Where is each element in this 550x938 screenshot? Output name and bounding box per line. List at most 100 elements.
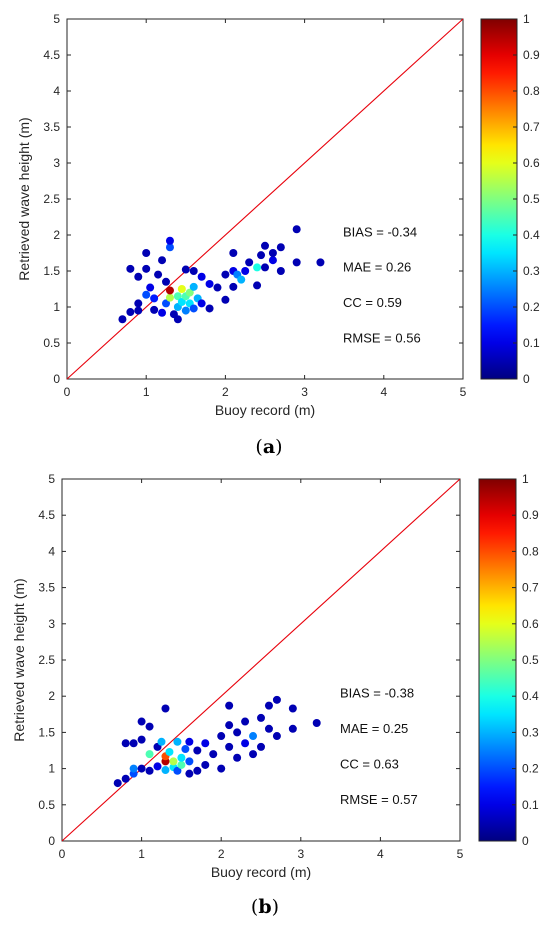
data-point bbox=[162, 277, 170, 286]
data-point bbox=[185, 769, 194, 778]
colorbar-tick-label: 0 bbox=[522, 834, 529, 848]
y-tick-label: 2.5 bbox=[43, 192, 60, 206]
data-point bbox=[165, 286, 174, 295]
data-point bbox=[153, 762, 162, 771]
colorbar-tick-label: 0.1 bbox=[523, 336, 540, 350]
x-tick-label: 3 bbox=[301, 385, 308, 399]
data-point bbox=[189, 282, 198, 291]
x-tick-label: 1 bbox=[143, 385, 150, 399]
data-point bbox=[217, 764, 226, 773]
y-tick-label: 2 bbox=[48, 689, 55, 703]
data-point bbox=[126, 308, 135, 317]
colorbar-tick-label: 0.3 bbox=[523, 264, 540, 278]
colorbar bbox=[478, 478, 517, 842]
data-point bbox=[165, 236, 174, 245]
colorbar-tick-label: 0.9 bbox=[523, 48, 540, 62]
data-point bbox=[264, 724, 273, 733]
data-point bbox=[225, 742, 234, 751]
data-point bbox=[233, 728, 242, 737]
data-point bbox=[193, 746, 202, 755]
y-tick-label: 3.5 bbox=[43, 120, 60, 134]
data-point bbox=[134, 299, 143, 308]
y-tick-label: 4 bbox=[48, 544, 55, 558]
panel-letter: a bbox=[263, 436, 275, 458]
x-axis-label: Buoy record (m) bbox=[211, 864, 311, 880]
reference-line bbox=[66, 18, 464, 380]
data-point bbox=[181, 745, 190, 754]
data-point bbox=[288, 724, 297, 733]
data-point bbox=[129, 739, 138, 748]
data-point bbox=[221, 270, 230, 279]
data-point bbox=[257, 713, 265, 722]
panel-caption: (b) bbox=[251, 896, 279, 918]
y-tick-label: 4.5 bbox=[38, 508, 55, 522]
data-point bbox=[145, 722, 154, 731]
data-point bbox=[126, 264, 135, 273]
data-point bbox=[201, 760, 210, 769]
data-point bbox=[154, 270, 163, 279]
stat-label: MAE = 0.25 bbox=[340, 721, 408, 736]
y-tick-label: 1.5 bbox=[38, 725, 55, 739]
data-point bbox=[312, 718, 321, 727]
data-point bbox=[292, 225, 301, 234]
x-tick-label: 2 bbox=[222, 385, 229, 399]
data-point bbox=[268, 256, 277, 265]
colorbar-tick-label: 1 bbox=[523, 12, 530, 26]
data-point bbox=[173, 292, 182, 301]
data-point bbox=[181, 265, 190, 274]
data-point bbox=[185, 757, 194, 766]
data-point bbox=[209, 750, 218, 759]
data-point bbox=[137, 764, 146, 773]
data-point bbox=[261, 241, 269, 250]
data-point bbox=[142, 290, 151, 299]
y-tick-label: 1 bbox=[53, 300, 60, 314]
data-point bbox=[134, 306, 143, 315]
data-point bbox=[189, 304, 198, 313]
y-tick-label: 3.5 bbox=[38, 581, 55, 595]
data-point bbox=[217, 732, 226, 741]
stat-label: RMSE = 0.57 bbox=[340, 792, 418, 807]
data-point bbox=[150, 305, 159, 314]
data-point bbox=[225, 721, 234, 730]
x-axis-label: Buoy record (m) bbox=[215, 402, 315, 418]
colorbar-tick-label: 0.4 bbox=[522, 689, 539, 703]
colorbar-tick-label: 0.6 bbox=[523, 156, 540, 170]
data-point bbox=[121, 739, 130, 748]
colorbar bbox=[480, 18, 518, 380]
data-point bbox=[142, 264, 151, 273]
data-point bbox=[146, 283, 155, 292]
data-point bbox=[237, 275, 246, 284]
colorbar-tick-label: 0.4 bbox=[523, 228, 540, 242]
y-tick-label: 3 bbox=[48, 617, 55, 631]
data-point bbox=[245, 258, 254, 267]
data-point bbox=[137, 735, 146, 744]
data-point bbox=[205, 279, 214, 288]
colorbar-tick-label: 0.6 bbox=[522, 617, 539, 631]
data-point bbox=[276, 243, 285, 252]
stat-label: BIAS = -0.38 bbox=[340, 686, 414, 701]
colorbar-tick-label: 0.2 bbox=[523, 300, 540, 314]
colorbar-tick-label: 0.8 bbox=[523, 84, 540, 98]
colorbar-tick-label: 0.8 bbox=[522, 544, 539, 558]
data-point bbox=[142, 249, 151, 257]
data-point bbox=[161, 704, 170, 713]
data-point bbox=[169, 757, 178, 766]
data-point bbox=[158, 256, 167, 265]
data-point bbox=[229, 249, 238, 257]
colorbar-tick-label: 0.2 bbox=[522, 762, 539, 776]
data-point bbox=[197, 299, 206, 308]
data-point bbox=[145, 766, 154, 775]
data-point bbox=[241, 717, 250, 726]
x-tick-label: 3 bbox=[297, 847, 304, 861]
colorbar-tick-label: 0.3 bbox=[522, 725, 539, 739]
data-point bbox=[201, 739, 210, 748]
data-point bbox=[177, 285, 186, 293]
data-point bbox=[177, 760, 186, 769]
data-point bbox=[165, 243, 174, 252]
stat-label: MAE = 0.26 bbox=[343, 260, 411, 275]
data-point bbox=[249, 732, 258, 741]
y-tick-label: 1.5 bbox=[43, 264, 60, 278]
x-tick-label: 0 bbox=[59, 847, 66, 861]
data-point bbox=[316, 258, 325, 267]
y-tick-label: 0.5 bbox=[38, 798, 55, 812]
